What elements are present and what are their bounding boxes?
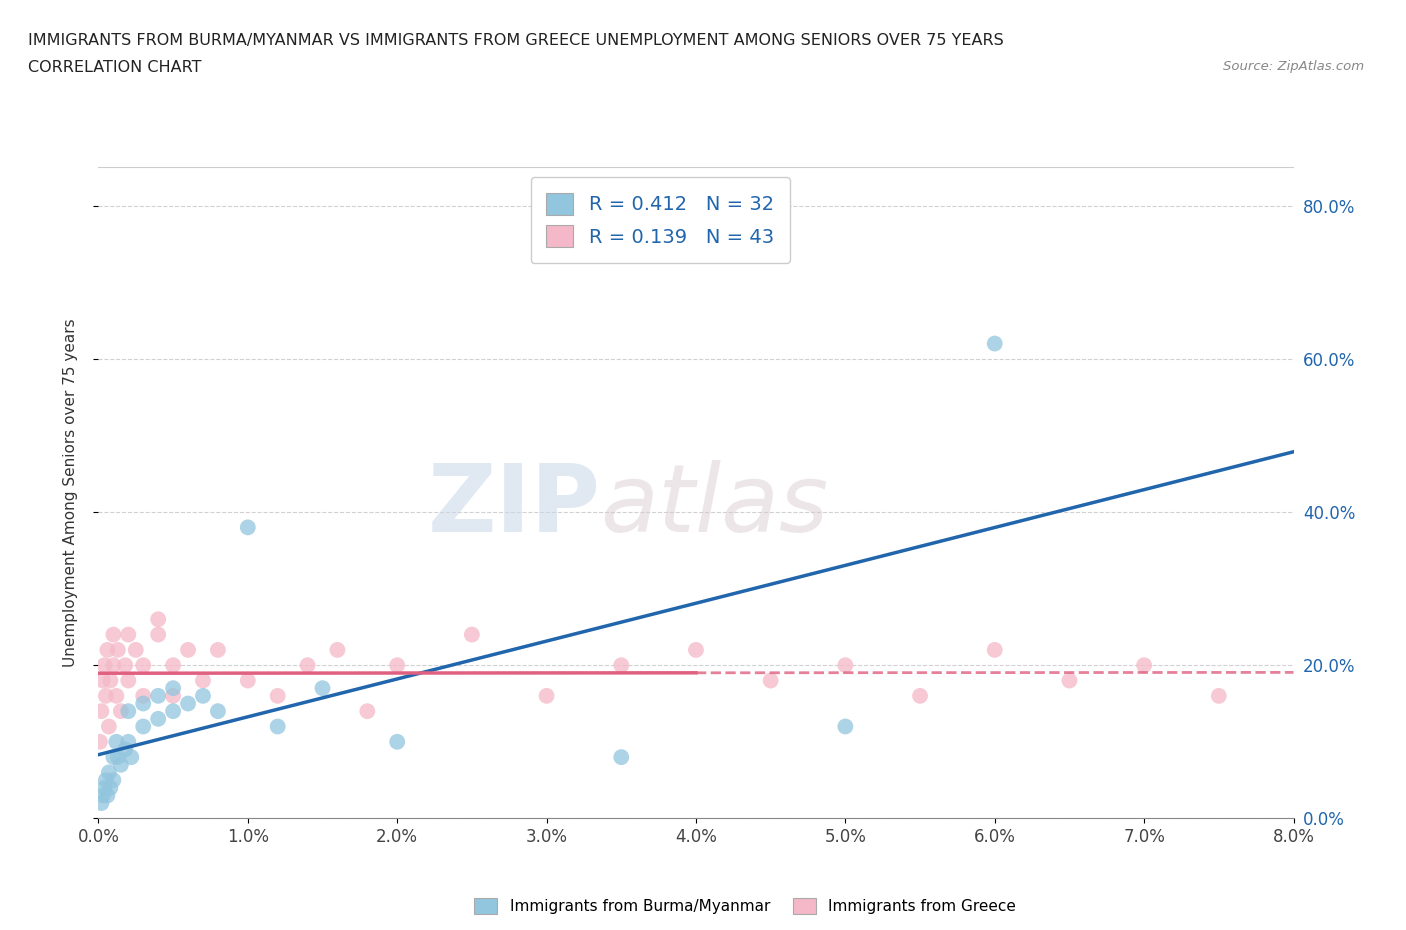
- Point: [103, 658, 125, 672]
- Point: [685, 643, 707, 658]
- Point: [98, 780, 122, 795]
- Point: [1133, 658, 1156, 672]
- Legend: R = 0.412   N = 32, R = 0.139   N = 43: R = 0.412 N = 32, R = 0.139 N = 43: [530, 177, 790, 263]
- Point: [105, 688, 128, 703]
- Point: [103, 773, 125, 788]
- Point: [461, 627, 484, 642]
- Point: [117, 673, 139, 688]
- Point: [148, 711, 170, 726]
- Point: [91, 673, 114, 688]
- Point: [759, 673, 782, 688]
- Point: [207, 643, 229, 658]
- Point: [1208, 688, 1230, 703]
- Point: [103, 750, 125, 764]
- Text: IMMIGRANTS FROM BURMA/MYANMAR VS IMMIGRANTS FROM GREECE UNEMPLOYMENT AMONG SENIO: IMMIGRANTS FROM BURMA/MYANMAR VS IMMIGRA…: [28, 33, 1004, 47]
- Point: [96, 643, 118, 658]
- Point: [114, 742, 136, 757]
- Point: [207, 704, 229, 719]
- Text: atlas: atlas: [600, 460, 828, 551]
- Point: [326, 643, 349, 658]
- Point: [97, 719, 120, 734]
- Point: [110, 757, 132, 772]
- Point: [132, 696, 155, 711]
- Point: [103, 627, 125, 642]
- Point: [94, 688, 117, 703]
- Point: [356, 704, 378, 719]
- Point: [117, 704, 139, 719]
- Point: [117, 735, 139, 750]
- Point: [177, 643, 200, 658]
- Point: [90, 704, 112, 719]
- Y-axis label: Unemployment Among Seniors over 75 years: Unemployment Among Seniors over 75 years: [63, 319, 77, 667]
- Point: [191, 688, 214, 703]
- Legend: Immigrants from Burma/Myanmar, Immigrants from Greece: Immigrants from Burma/Myanmar, Immigrant…: [468, 892, 1022, 921]
- Point: [91, 788, 114, 803]
- Point: [97, 765, 120, 780]
- Point: [107, 643, 129, 658]
- Point: [110, 704, 132, 719]
- Point: [89, 735, 111, 750]
- Point: [125, 643, 148, 658]
- Point: [177, 696, 200, 711]
- Point: [148, 612, 170, 627]
- Point: [191, 673, 214, 688]
- Point: [908, 688, 931, 703]
- Point: [120, 750, 142, 764]
- Point: [107, 750, 129, 764]
- Point: [148, 627, 170, 642]
- Point: [162, 658, 184, 672]
- Text: ZIP: ZIP: [427, 460, 600, 551]
- Point: [267, 719, 290, 734]
- Point: [148, 688, 170, 703]
- Point: [162, 681, 184, 696]
- Point: [132, 719, 155, 734]
- Point: [984, 643, 1007, 658]
- Point: [93, 658, 115, 672]
- Point: [834, 658, 856, 672]
- Text: Source: ZipAtlas.com: Source: ZipAtlas.com: [1223, 60, 1364, 73]
- Point: [834, 719, 856, 734]
- Point: [1059, 673, 1081, 688]
- Point: [385, 735, 409, 750]
- Point: [96, 788, 118, 803]
- Point: [162, 688, 184, 703]
- Point: [105, 735, 128, 750]
- Point: [385, 658, 409, 672]
- Point: [114, 658, 136, 672]
- Point: [132, 688, 155, 703]
- Point: [94, 773, 117, 788]
- Point: [311, 681, 333, 696]
- Text: CORRELATION CHART: CORRELATION CHART: [28, 60, 201, 75]
- Point: [610, 750, 633, 764]
- Point: [162, 704, 184, 719]
- Point: [297, 658, 319, 672]
- Point: [93, 780, 115, 795]
- Point: [90, 796, 112, 811]
- Point: [984, 336, 1007, 351]
- Point: [236, 520, 259, 535]
- Point: [132, 658, 155, 672]
- Point: [536, 688, 558, 703]
- Point: [117, 627, 139, 642]
- Point: [267, 688, 290, 703]
- Point: [98, 673, 122, 688]
- Point: [236, 673, 259, 688]
- Point: [610, 658, 633, 672]
